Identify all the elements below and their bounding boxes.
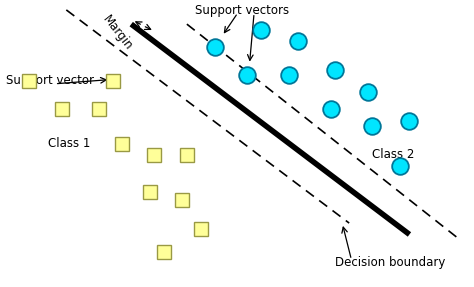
Text: Decision boundary: Decision boundary — [335, 255, 446, 269]
Text: Support vectors: Support vectors — [195, 4, 290, 17]
Text: Support vector: Support vector — [6, 74, 94, 88]
Text: Margin: Margin — [100, 13, 135, 53]
Text: Class 1: Class 1 — [48, 137, 90, 150]
Text: Class 2: Class 2 — [373, 148, 415, 161]
